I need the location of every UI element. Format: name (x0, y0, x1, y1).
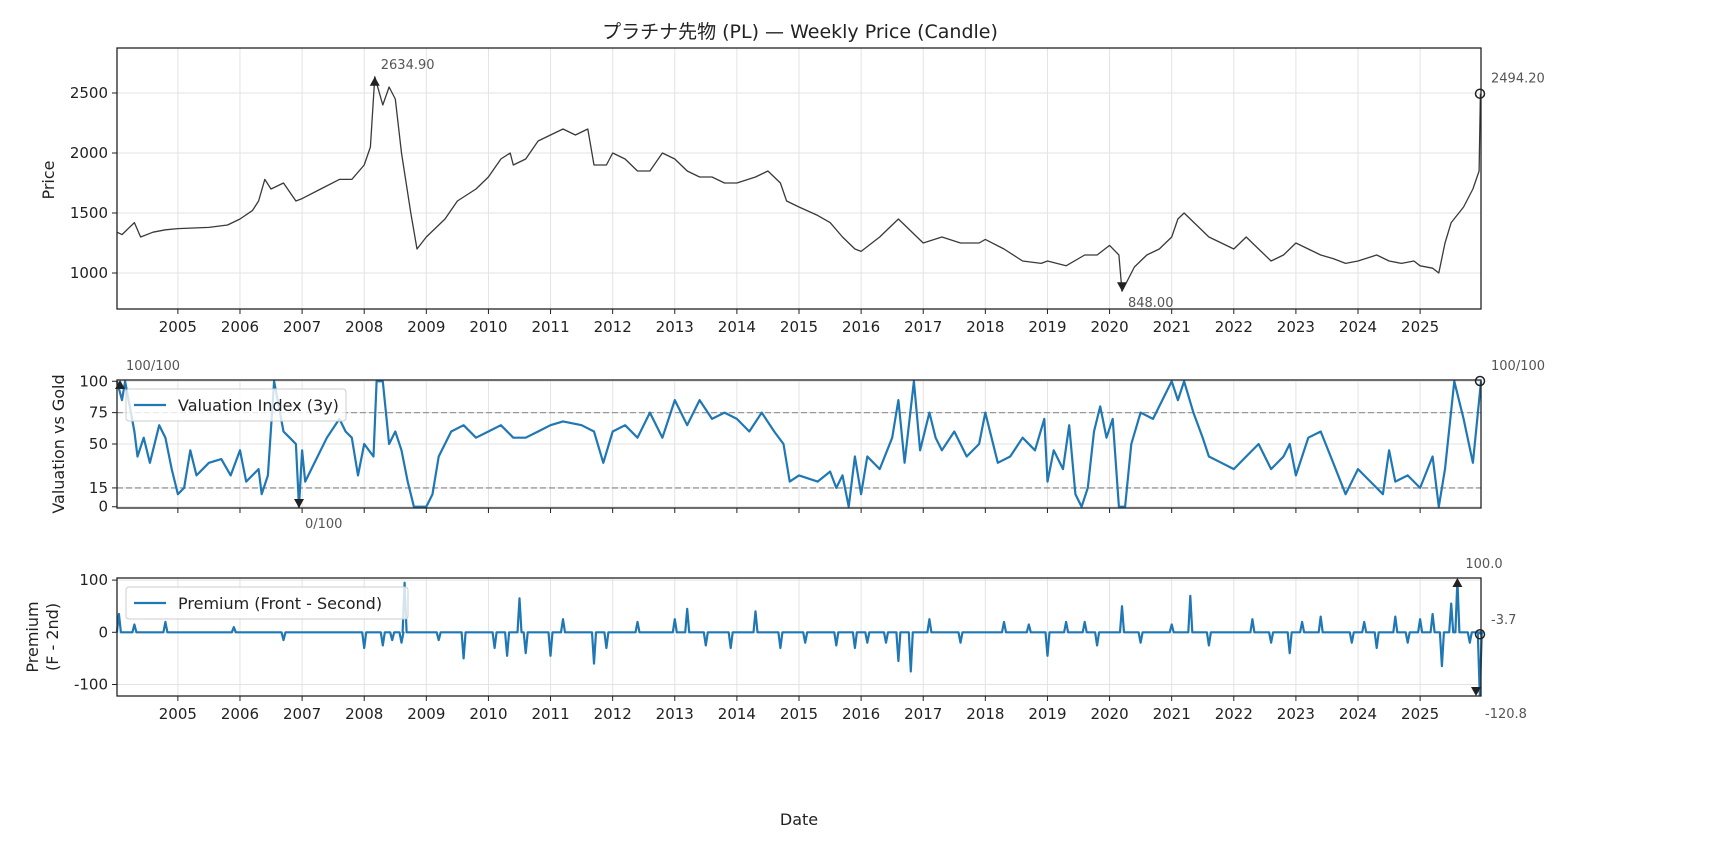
min-annotation: 848.00 (1128, 296, 1174, 311)
max-marker (1452, 578, 1463, 587)
last-annotation: 2494.20 (1491, 72, 1545, 87)
x-tick-label: 2014 (718, 318, 756, 336)
x-tick-label: 2016 (842, 705, 880, 723)
x-tick-label: 2005 (159, 318, 197, 336)
x-tick-label: 2013 (656, 318, 694, 336)
last-marker (1474, 375, 1486, 387)
valuation-line (115, 380, 1483, 508)
chart-title: プラチナ先物 (PL) — Weekly Price (Candle) (602, 21, 998, 43)
y-tick-label: 1000 (70, 264, 108, 282)
x-tick-label: 2020 (1090, 318, 1128, 336)
y-tick-label: 1500 (70, 204, 108, 222)
premium-line (115, 579, 1484, 697)
y-tick-label: 15 (89, 479, 108, 497)
x-tick-label: 2017 (904, 318, 942, 336)
x-tick-label: 2013 (656, 705, 694, 723)
price-line (116, 76, 1482, 292)
axes-frame (116, 47, 1482, 310)
legend-label: Premium (Front - Second) (178, 594, 382, 613)
x-tick-label: 2023 (1277, 705, 1315, 723)
max-marker (369, 76, 380, 86)
x-tick-label: 2005 (159, 705, 197, 723)
x-tick-label: 2014 (718, 705, 756, 723)
panel-2: 2005 2006 2007 2008 2009 2010 2011 2012 2013 2014… (74, 557, 1527, 723)
x-tick-label: 2008 (345, 318, 383, 336)
x-tick-label: 2021 (1153, 318, 1191, 336)
valuation-ylabel: Valuation vs Gold (49, 374, 68, 513)
x-tick-label: 2011 (531, 318, 569, 336)
max-marker (115, 380, 125, 389)
x-tick-label: 2019 (1028, 705, 1066, 723)
last-marker (1474, 88, 1486, 99)
legend: Valuation Index (3y) (125, 388, 347, 422)
legend-box (125, 586, 409, 620)
date-xlabel: Date (780, 810, 818, 829)
y-tick-label: 100 (79, 372, 108, 390)
premium-ylabel-line1: Premium (23, 601, 42, 672)
x-tick-label: 2015 (780, 318, 818, 336)
max-annotation: 2634.90 (381, 58, 435, 73)
x-tick-label: 2012 (594, 705, 632, 723)
max-annotation: 100.0 (1465, 557, 1502, 572)
min-marker (1471, 687, 1481, 696)
y-tick-label: -100 (74, 676, 108, 694)
x-tick-label: 2018 (966, 318, 1004, 336)
x-tick-label: 2021 (1153, 705, 1191, 723)
y-tick-label: 100 (79, 571, 108, 589)
x-tick-label: 2023 (1277, 318, 1315, 336)
panel-0: 2005 2006 2007 2008 2009 2010 2011 2012 2013 2014… (70, 47, 1545, 336)
legend: Premium (Front - Second) (125, 586, 409, 620)
x-tick-label: 2007 (283, 318, 321, 336)
x-tick-label: 2016 (842, 318, 880, 336)
y-tick-label: 2500 (70, 84, 108, 102)
x-tick-label: 2007 (283, 705, 321, 723)
x-tick-label: 2010 (469, 705, 507, 723)
price-ylabel: Price (39, 160, 58, 199)
x-tick-label: 2006 (221, 705, 259, 723)
x-tick-label: 2015 (780, 705, 818, 723)
last-annotation: 100/100 (1491, 359, 1545, 374)
x-tick-label: 2022 (1215, 705, 1253, 723)
x-tick-label: 2025 (1401, 318, 1439, 336)
y-tick-label: 2000 (70, 144, 108, 162)
min-annotation: -120.8 (1485, 707, 1527, 722)
x-tick-label: 2020 (1090, 705, 1128, 723)
last-annotation: -3.7 (1491, 613, 1516, 628)
x-tick-label: 2009 (407, 318, 445, 336)
panel-1: 015 50 75 100 Valuation Index (3y) 100/100 0/1… (79, 359, 1545, 532)
x-tick-label: 2008 (345, 705, 383, 723)
x-tick-label: 2024 (1339, 705, 1377, 723)
legend-label: Valuation Index (3y) (178, 396, 339, 415)
y-tick-label: 0 (98, 498, 108, 516)
x-tick-label: 2011 (531, 705, 569, 723)
min-marker (1116, 282, 1127, 292)
min-marker (293, 499, 304, 508)
x-tick-label: 2019 (1028, 318, 1066, 336)
x-tick-label: 2006 (221, 318, 259, 336)
x-tick-label: 2025 (1401, 705, 1439, 723)
legend-box (125, 388, 347, 422)
axes-frame (116, 577, 1482, 697)
x-tick-label: 2009 (407, 705, 445, 723)
y-tick-label: 75 (89, 404, 108, 422)
x-tick-label: 2010 (469, 318, 507, 336)
premium-ylabel-line2: (F - 2nd) (43, 603, 62, 671)
max-annotation: 100/100 (126, 359, 180, 374)
x-tick-label: 2017 (904, 705, 942, 723)
min-annotation: 0/100 (305, 517, 342, 532)
axes-frame (116, 379, 1482, 509)
x-tick-label: 2018 (966, 705, 1004, 723)
y-tick-label: 50 (89, 435, 108, 453)
x-tick-label: 2022 (1215, 318, 1253, 336)
x-tick-label: 2024 (1339, 318, 1377, 336)
x-tick-label: 2012 (594, 318, 632, 336)
last-marker (1474, 628, 1486, 640)
y-tick-label: 0 (98, 623, 108, 641)
